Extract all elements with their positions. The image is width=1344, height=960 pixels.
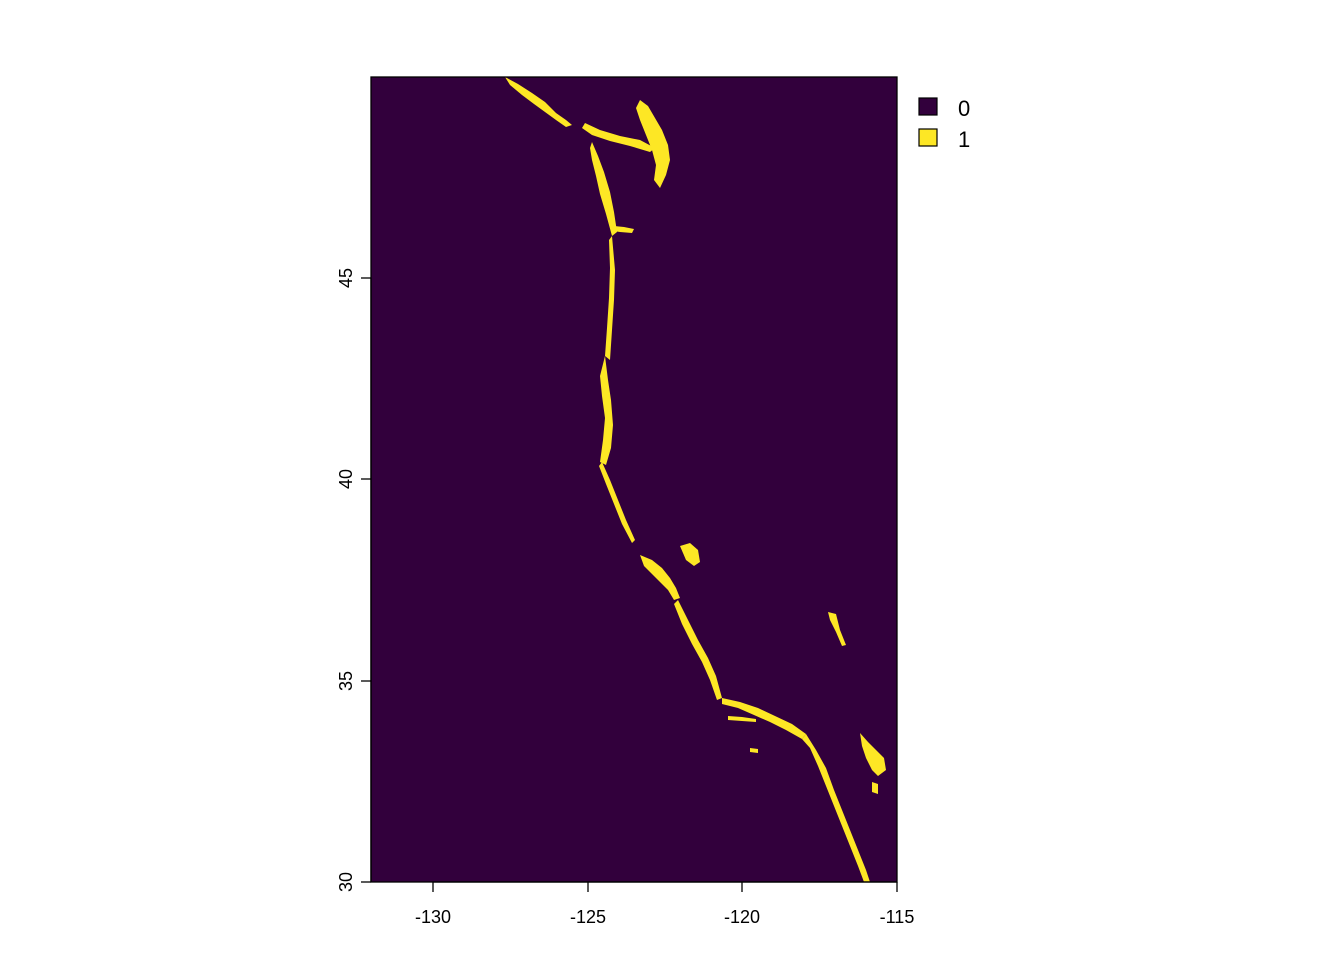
presence-island-1 — [750, 748, 758, 753]
raster-background — [371, 77, 897, 882]
y-tick-label: 45 — [336, 268, 356, 288]
presence-washington-coast — [590, 142, 617, 236]
x-tick-label: -120 — [724, 907, 760, 927]
presence-layer — [505, 77, 886, 882]
presence-inland-lake — [828, 612, 846, 646]
presence-baja-coast — [802, 734, 870, 882]
y-axis: 30 35 40 45 — [336, 268, 372, 892]
presence-delta — [680, 543, 700, 566]
presence-bay-area — [640, 555, 680, 600]
x-axis: -130 -125 -120 -115 — [415, 881, 915, 927]
presence-oregon-coast — [605, 236, 615, 360]
legend-swatch-1 — [918, 128, 938, 147]
y-tick-label: 40 — [336, 469, 356, 489]
presence-north-california-coast — [600, 356, 613, 465]
presence-puget-sound — [636, 100, 670, 188]
legend: 0 1 — [918, 96, 970, 152]
presence-salton — [860, 733, 886, 776]
legend-swatch-0 — [918, 97, 938, 116]
presence-strait — [505, 77, 572, 127]
x-tick-label: -125 — [570, 907, 606, 927]
presence-central-coast — [674, 600, 722, 700]
y-tick-label: 30 — [336, 872, 356, 892]
x-tick-label: -130 — [415, 907, 451, 927]
presence-mendocino-coast — [599, 462, 635, 543]
x-tick-label: -115 — [880, 907, 915, 927]
legend-label-0: 0 — [958, 96, 970, 121]
presence-channel-islands — [728, 716, 756, 722]
y-tick-label: 35 — [336, 671, 356, 691]
presence-strait-south — [582, 123, 655, 152]
presence-inland-spot — [872, 782, 878, 794]
legend-label-1: 1 — [958, 127, 970, 152]
presence-socal-coast — [722, 698, 806, 739]
presence-grays-harbor — [613, 226, 634, 233]
